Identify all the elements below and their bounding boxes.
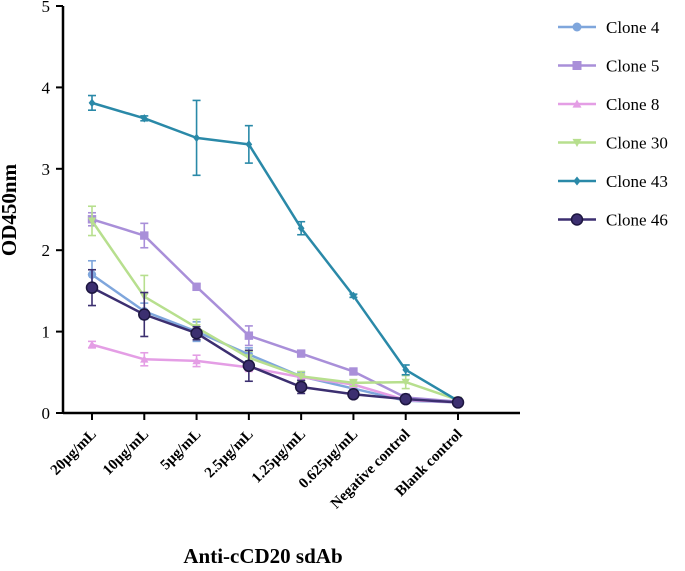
y-tick-label: 5 [42, 0, 51, 16]
legend-marker [570, 213, 584, 226]
data-point [193, 133, 200, 143]
y-axis-title: OD450nm [0, 163, 21, 256]
data-point [296, 349, 306, 358]
data-point [192, 356, 201, 365]
x-tick-label: 10μg/mL [100, 427, 152, 479]
legend-item: Clone 4 [558, 18, 660, 37]
legend-item: Clone 46 [558, 211, 668, 230]
data-point [85, 281, 99, 294]
y-tick-label: 4 [42, 78, 51, 97]
legend-item: Clone 43 [558, 172, 668, 191]
legend-label: Clone 30 [606, 134, 668, 153]
x-tick-label: 5μg/mL [158, 427, 205, 474]
data-point [242, 359, 256, 373]
series-clone-43 [88, 94, 462, 405]
legend-label: Clone 5 [606, 57, 659, 76]
x-axis: 20μg/mL 10μg/mL 5μg/mL2.5μg/mL1.25μg/mL0.6… [48, 411, 520, 512]
y-axis: 0 1 2 3 4 5 [42, 0, 65, 423]
legend-item: Clone 30 [558, 134, 668, 153]
data-point [245, 140, 253, 149]
legend-marker [572, 138, 582, 147]
series-layer [85, 94, 465, 409]
data-point [244, 331, 254, 340]
data-point [140, 114, 148, 123]
data-point [140, 231, 149, 240]
data-point [190, 326, 203, 340]
data-point [87, 217, 97, 226]
series-clone-46 [85, 268, 465, 409]
data-point [347, 388, 360, 401]
data-point [349, 379, 358, 388]
data-point [192, 282, 201, 292]
data-point [138, 308, 151, 321]
legend-item: Clone 5 [558, 57, 659, 76]
x-axis-title: Anti-cCD20 sdAb [183, 544, 342, 568]
data-point [402, 365, 410, 375]
data-point [401, 378, 410, 387]
y-tick-label: 3 [42, 160, 51, 179]
legend-marker [573, 176, 581, 186]
legend-label: Clone 4 [606, 18, 660, 37]
series-line [91, 286, 459, 404]
legend-marker [572, 61, 582, 70]
legend: Clone 4 Clone 5 Clone 8 Clone 30 Clone 43 Clo… [558, 18, 668, 230]
series-line [90, 220, 459, 402]
data-point [294, 380, 308, 394]
data-point [451, 396, 465, 409]
y-tick-label: 1 [42, 323, 51, 342]
legend-item: Clone 8 [558, 95, 659, 114]
legend-marker [572, 99, 582, 108]
data-point [399, 392, 412, 406]
data-point [88, 98, 96, 108]
data-point [87, 340, 97, 348]
series-line [91, 218, 459, 403]
legend-label: Clone 8 [606, 95, 659, 114]
legend-marker [572, 22, 582, 32]
x-tick-label: 2.5μg/mL [202, 427, 257, 482]
legend-label: Clone 46 [606, 211, 668, 230]
data-point [350, 291, 357, 300]
x-tick-label: 20μg/mL [48, 427, 100, 479]
legend-label: Clone 43 [606, 172, 668, 191]
data-point [296, 373, 306, 381]
series-line [91, 101, 459, 402]
data-point [140, 355, 149, 363]
data-point [297, 224, 305, 233]
data-point [349, 367, 358, 376]
y-tick-label: 0 [42, 404, 51, 423]
y-tick-label: 2 [42, 241, 51, 260]
